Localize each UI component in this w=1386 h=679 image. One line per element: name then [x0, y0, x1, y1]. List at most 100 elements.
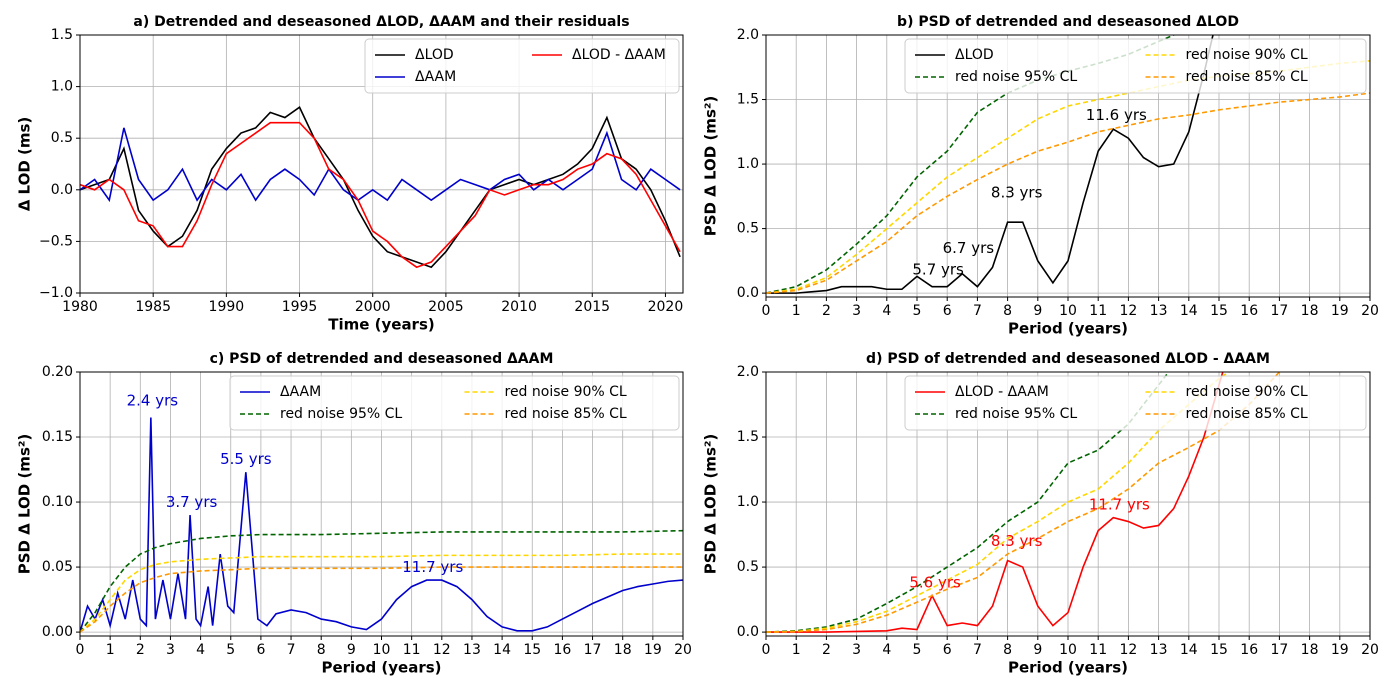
x-axis-label: Period (years): [1008, 659, 1128, 677]
series-line: [80, 121, 681, 269]
axes-frame: [765, 34, 1371, 298]
axes-frame: [765, 371, 1371, 637]
y-tick-label: 1.5: [51, 27, 73, 43]
annotation: 5.7 yrs: [912, 261, 964, 279]
x-tick-label: 2005: [428, 299, 464, 315]
legend-label: ΔLOD: [955, 47, 994, 63]
y-tick-label: −0.5: [39, 233, 73, 249]
panel: 0 1 2 3 4 5 6 7 8 9 10 11 12 13 14 15 16 17 18 19 200.000.05…: [16, 351, 692, 677]
x-tick-label: 20: [1361, 303, 1379, 319]
legend-label: ΔAAM: [280, 384, 321, 400]
x-tick-label: 1: [792, 642, 801, 658]
x-tick-label: 1995: [282, 299, 318, 315]
y-tick-label: 2.0: [737, 27, 759, 43]
x-tick-label: 4: [882, 642, 891, 658]
x-tick-label: 2020: [648, 299, 684, 315]
x-tick-label: 18: [1301, 642, 1319, 658]
annotation: 11.6 yrs: [1086, 106, 1147, 124]
legend-label: red noise 85% CL: [505, 406, 627, 422]
legend-label: red noise 85% CL: [1186, 69, 1308, 85]
x-tick-label: 15: [1210, 303, 1228, 319]
annotation: 5.6 yrs: [909, 574, 961, 592]
legend-label: red noise 90% CL: [1186, 47, 1308, 63]
x-tick-label: 0: [76, 642, 85, 658]
y-tick-label: 2.0: [737, 364, 759, 380]
y-tick-label: 0.00: [42, 624, 73, 640]
series-line: [766, 35, 1214, 294]
x-tick-label: 11: [403, 642, 421, 658]
panel: 0 1 2 3 4 5 6 7 8 9 10 11 12 13 14 15 16 17 18 19 200.00.51.…: [702, 14, 1379, 338]
series-line: [80, 127, 681, 203]
series-line: [80, 529, 683, 633]
x-tick-label: 6: [943, 303, 952, 319]
x-tick-label: 12: [1119, 642, 1137, 658]
y-axis-label: Δ LOD (ms): [16, 117, 34, 212]
series-line: [766, 60, 1370, 294]
y-tick-label: 1.0: [737, 156, 759, 172]
x-tick-label: 18: [1301, 303, 1319, 319]
legend: ΔLOD - ΔAAM red noise 95% CL red noise 90%…: [904, 375, 1367, 431]
annotation: 6.7 yrs: [943, 239, 995, 257]
chart-title: a) Detrended and deseasoned ΔLOD, ΔAAM a…: [133, 14, 629, 30]
legend-label: red noise 85% CL: [1186, 406, 1308, 422]
x-tick-label: 1: [792, 303, 801, 319]
y-tick-label: −1.0: [39, 285, 73, 301]
series-line: [766, 372, 1170, 633]
legend-label: red noise 95% CL: [955, 69, 1077, 85]
axes-frame: [79, 371, 684, 637]
y-tick-label: 0.20: [42, 364, 73, 380]
x-tick-label: 1985: [135, 299, 171, 315]
y-axis-label: PSD Δ LOD (ms²): [702, 434, 720, 575]
legend-label: ΔLOD - ΔAAM: [572, 47, 666, 63]
x-tick-label: 8: [317, 642, 326, 658]
x-tick-label: 9: [347, 642, 356, 658]
annotation: 8.3 yrs: [991, 183, 1043, 201]
y-tick-label: 0.5: [51, 130, 73, 146]
x-tick-label: 1990: [209, 299, 245, 315]
series-line: [766, 372, 1281, 633]
legend-label: ΔLOD - ΔAAM: [955, 384, 1049, 400]
x-tick-label: 8: [1003, 642, 1012, 658]
chart-title: c) PSD of detrended and deseasoned ΔAAM: [210, 351, 554, 367]
annotation: 3.7 yrs: [166, 493, 218, 511]
x-tick-label: 2: [822, 303, 831, 319]
y-tick-label: 1.0: [51, 79, 73, 95]
x-tick-label: 15: [1210, 642, 1228, 658]
chart-title: b) PSD of detrended and deseasoned ΔLOD: [897, 14, 1239, 30]
legend: ΔLOD red noise 95% CL red noise 90% CL red …: [904, 38, 1367, 94]
legend-label: red noise 90% CL: [1186, 384, 1308, 400]
panel: 0 1 2 3 4 5 6 7 8 9 10 11 12 13 14 15 16 17 18 19 200.00.51.…: [702, 351, 1379, 677]
x-tick-label: 17: [1270, 303, 1288, 319]
x-tick-label: 19: [1331, 303, 1349, 319]
y-axis-label: PSD Δ LOD (ms²): [702, 96, 720, 237]
x-tick-label: 0: [762, 303, 771, 319]
axes-frame: [79, 34, 684, 294]
x-tick-label: 15: [523, 642, 541, 658]
x-axis-label: Period (years): [1008, 320, 1128, 338]
x-tick-label: 10: [373, 642, 391, 658]
series-line: [80, 417, 683, 633]
legend-label: red noise 95% CL: [280, 406, 402, 422]
series-line: [80, 106, 681, 269]
x-tick-label: 17: [584, 642, 602, 658]
x-tick-label: 1980: [62, 299, 98, 315]
x-axis-label: Time (years): [328, 316, 435, 334]
x-tick-label: 11: [1089, 642, 1107, 658]
x-tick-label: 3: [166, 642, 175, 658]
x-tick-label: 2015: [574, 299, 610, 315]
legend-box: [904, 375, 1367, 431]
legend-label: red noise 95% CL: [955, 406, 1077, 422]
x-tick-label: 2000: [355, 299, 391, 315]
panel: 1980 1985 1990 1995 2000 2005 2010 2015 2020 −1.0…: [16, 14, 684, 334]
x-tick-label: 5: [226, 642, 235, 658]
x-tick-label: 20: [1361, 642, 1379, 658]
legend: ΔLOD ΔAAM ΔLOD - ΔAAM: [364, 38, 680, 94]
x-axis-label: Period (years): [321, 659, 441, 677]
chart-title: d) PSD of detrended and deseasoned ΔLOD …: [866, 351, 1270, 367]
plot-area: [80, 106, 681, 269]
series-line: [80, 553, 683, 633]
y-tick-label: 0.0: [737, 624, 759, 640]
x-tick-label: 3: [852, 642, 861, 658]
annotation: 11.7 yrs: [402, 558, 463, 576]
